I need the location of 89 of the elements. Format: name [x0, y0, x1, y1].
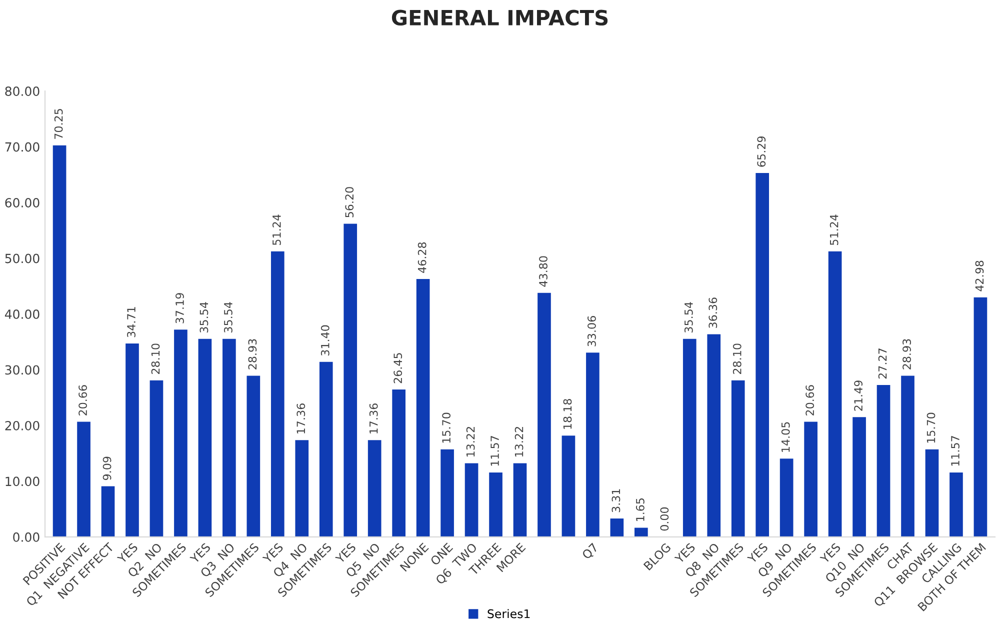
data-label: 26.45: [394, 353, 402, 384]
data-label: 65.29: [757, 136, 766, 167]
bar: [610, 518, 624, 537]
data-label: 1.65: [636, 498, 644, 521]
data-label: 35.54: [224, 302, 232, 332]
bar: [126, 343, 139, 537]
bar: [634, 528, 648, 537]
bar: [682, 338, 696, 537]
legend-label: Series1: [488, 609, 530, 618]
data-label: 51.24: [830, 214, 838, 245]
data-label: 46.28: [418, 242, 426, 273]
data-label: 13.22: [466, 427, 475, 456]
data-label: 20.66: [78, 385, 87, 416]
data-label: 11.57: [490, 436, 499, 466]
data-label: 33.06: [588, 316, 596, 346]
data-label: 11.57: [951, 436, 960, 466]
data-label: 56.20: [345, 187, 354, 218]
data-label: 3.31: [612, 489, 620, 512]
data-label: 17.36: [369, 404, 378, 434]
bar: [270, 251, 284, 537]
bar: [925, 449, 939, 537]
data-label: 13.22: [514, 427, 524, 456]
bar: [246, 376, 260, 537]
bar: [222, 338, 236, 537]
data-label: 35.54: [684, 302, 693, 332]
bar: [901, 376, 914, 537]
data-label: 51.24: [272, 214, 281, 245]
y-tick-label: 0.00: [13, 532, 40, 542]
bar: [513, 463, 527, 537]
bar: [489, 472, 502, 537]
data-label: 14.05: [781, 422, 790, 452]
bar: [586, 352, 600, 537]
bar: [368, 440, 382, 537]
y-tick-label: 20.00: [5, 420, 40, 430]
bar: [344, 224, 358, 537]
bar: [950, 472, 963, 537]
bar: [828, 251, 842, 537]
bar: [77, 422, 90, 537]
chart-title: GENERAL IMPACTS: [392, 10, 608, 26]
data-label: 15.70: [926, 412, 936, 443]
bar: [538, 292, 551, 537]
bar: [416, 279, 430, 537]
y-tick-label: 30.00: [5, 365, 40, 375]
data-label: 27.27: [878, 348, 887, 379]
y-tick-label: 50.00: [5, 254, 40, 264]
bar: [780, 458, 794, 537]
data-label: 15.70: [442, 412, 451, 443]
bar: [174, 330, 188, 537]
x-tick-label: Q7: [581, 542, 600, 561]
data-label: 43.80: [539, 256, 548, 287]
data-label: 34.71: [127, 307, 136, 338]
bar: [392, 390, 406, 537]
bar: [198, 338, 212, 537]
y-tick-label: 10.00: [6, 476, 40, 486]
bar: [707, 334, 721, 537]
data-label: 17.36: [296, 404, 306, 434]
bar: [464, 463, 478, 537]
bar: [974, 297, 988, 537]
data-label: 36.36: [708, 298, 718, 328]
bar: [756, 173, 770, 537]
bar: [150, 380, 164, 537]
y-tick-label: 40.00: [4, 309, 40, 319]
data-label: 37.19: [176, 293, 184, 324]
y-tick-label: 60.00: [5, 198, 40, 208]
data-label: 42.98: [975, 260, 984, 292]
data-label: 31.40: [320, 325, 330, 356]
data-label: 28.10: [151, 344, 160, 374]
bar: [52, 145, 66, 537]
bar: [319, 362, 333, 537]
data-label: 9.09: [102, 456, 112, 480]
data-label: 28.10: [732, 344, 742, 374]
y-tick-label: 70.00: [5, 142, 40, 152]
data-label: 70.25: [54, 109, 63, 139]
data-label: 20.66: [806, 385, 814, 416]
y-tick-label: 80.00: [5, 86, 40, 96]
bar: [562, 436, 576, 537]
bar: [731, 380, 745, 537]
data-label: 0.00: [660, 507, 669, 531]
bar: [101, 486, 115, 537]
bar: [852, 417, 866, 537]
bar: [440, 449, 454, 537]
data-label: 28.93: [902, 339, 911, 370]
bar: [804, 422, 818, 537]
data-label: 18.18: [563, 399, 572, 429]
bar: [295, 440, 309, 537]
data-label: 28.93: [248, 339, 257, 370]
bar: [876, 384, 890, 537]
data-label: 35.54: [200, 302, 208, 332]
data-label: 21.49: [854, 380, 863, 411]
